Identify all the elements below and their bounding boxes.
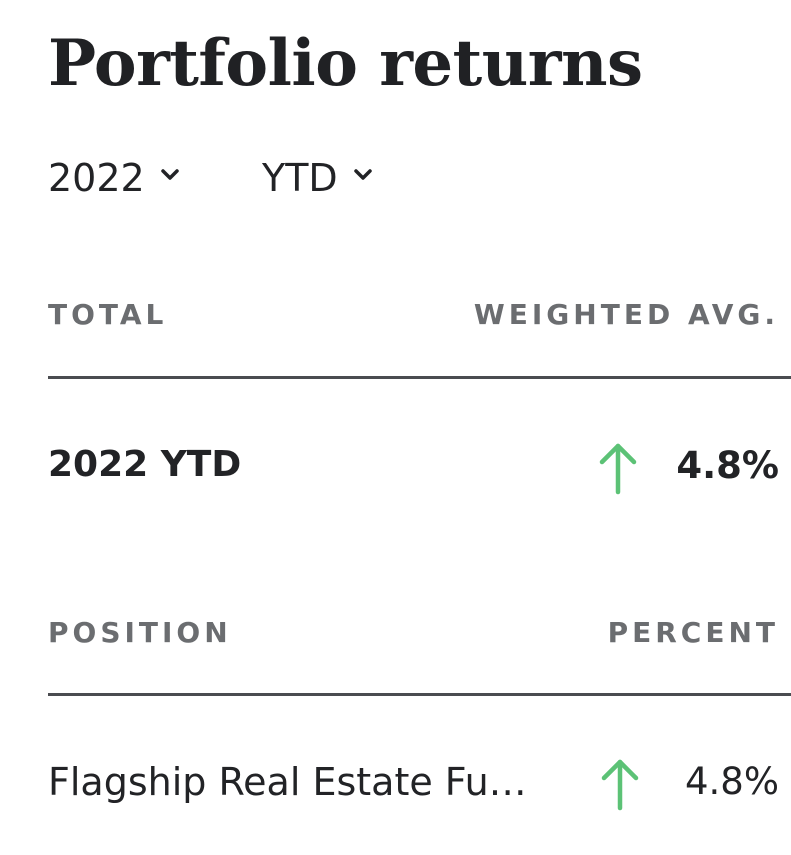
positions-divider <box>48 693 791 696</box>
year-dropdown[interactable]: 2022 <box>48 150 181 206</box>
chevron-down-icon <box>159 164 181 186</box>
position-name: Flagship Real Estate Fu… <box>48 760 527 804</box>
period-dropdown[interactable]: YTD <box>262 150 374 206</box>
total-column-header: TOTAL <box>48 298 168 331</box>
percent-column-header: PERCENT <box>607 616 779 649</box>
summary-row-label: 2022 YTD <box>48 444 242 485</box>
page-title: Portfolio returns <box>48 26 643 101</box>
position-column-header: POSITION <box>48 616 232 649</box>
weighted-avg-column-header: WEIGHTED AVG. <box>473 298 779 331</box>
summary-row-value: 4.8% <box>676 444 779 487</box>
summary-divider <box>48 376 791 379</box>
year-dropdown-label: 2022 <box>48 156 145 200</box>
chevron-down-icon <box>352 164 374 186</box>
arrow-up-icon <box>598 756 642 812</box>
arrow-up-icon <box>596 440 640 496</box>
position-percent: 4.8% <box>685 760 779 803</box>
period-dropdown-label: YTD <box>262 156 338 200</box>
